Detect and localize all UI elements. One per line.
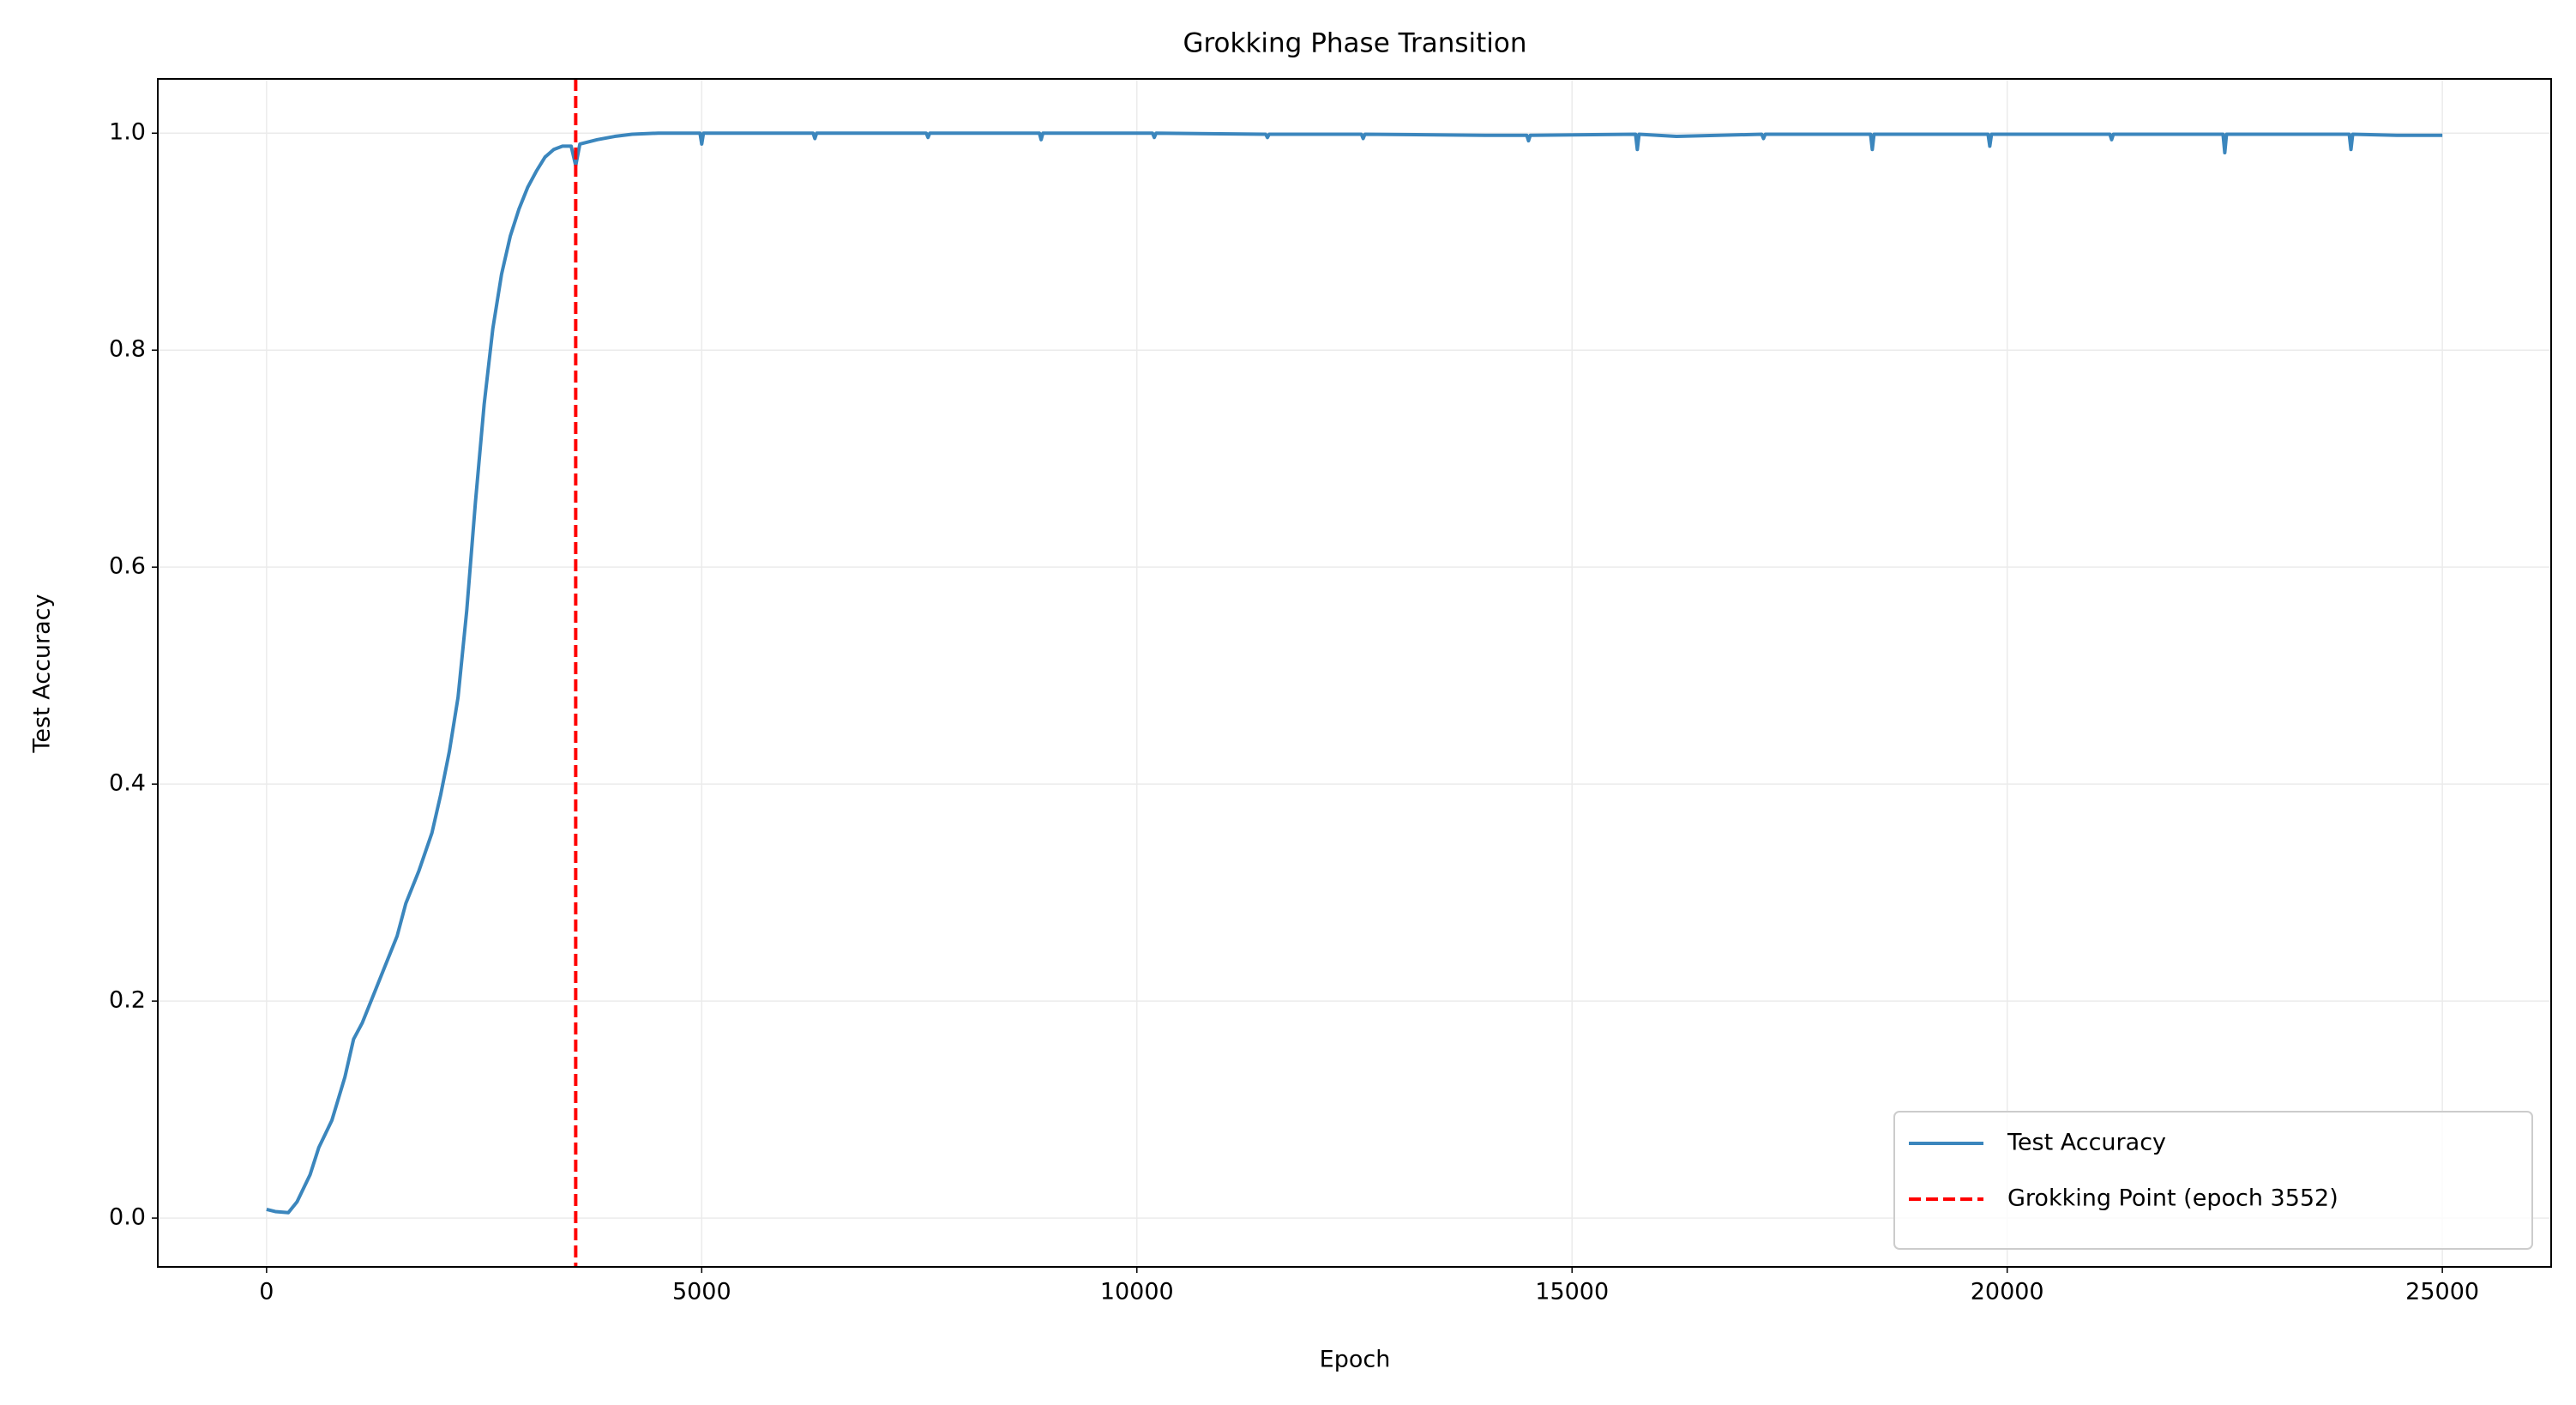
y-tick-label: 0.8 [109, 336, 146, 363]
y-axis-label: Test Accuracy [29, 594, 56, 753]
x-tick-label: 15000 [1535, 1279, 1609, 1306]
y-tick-label: 0.6 [109, 553, 146, 580]
y-tick-label: 0.4 [109, 770, 146, 797]
chart-title: Grokking Phase Transition [1183, 28, 1526, 59]
y-tick-label: 1.0 [109, 119, 146, 146]
legend-label: Test Accuracy [2007, 1130, 2166, 1156]
y-tick-label: 0.0 [109, 1204, 146, 1231]
legend-label: Grokking Point (epoch 3552) [2007, 1185, 2338, 1212]
line [266, 131, 2443, 1215]
x-tick-label: 5000 [672, 1279, 731, 1306]
axes-frame [157, 78, 2552, 1268]
x-tick-label: 10000 [1100, 1279, 1174, 1306]
x-axis-label: Epoch [1320, 1347, 1391, 1373]
y-tick-label: 0.2 [109, 987, 146, 1014]
legend-box [1893, 1111, 2533, 1250]
x-tick-label: 0 [259, 1279, 274, 1306]
x-tick-label: 25000 [2405, 1279, 2479, 1306]
x-tick-label: 20000 [1971, 1279, 2044, 1306]
